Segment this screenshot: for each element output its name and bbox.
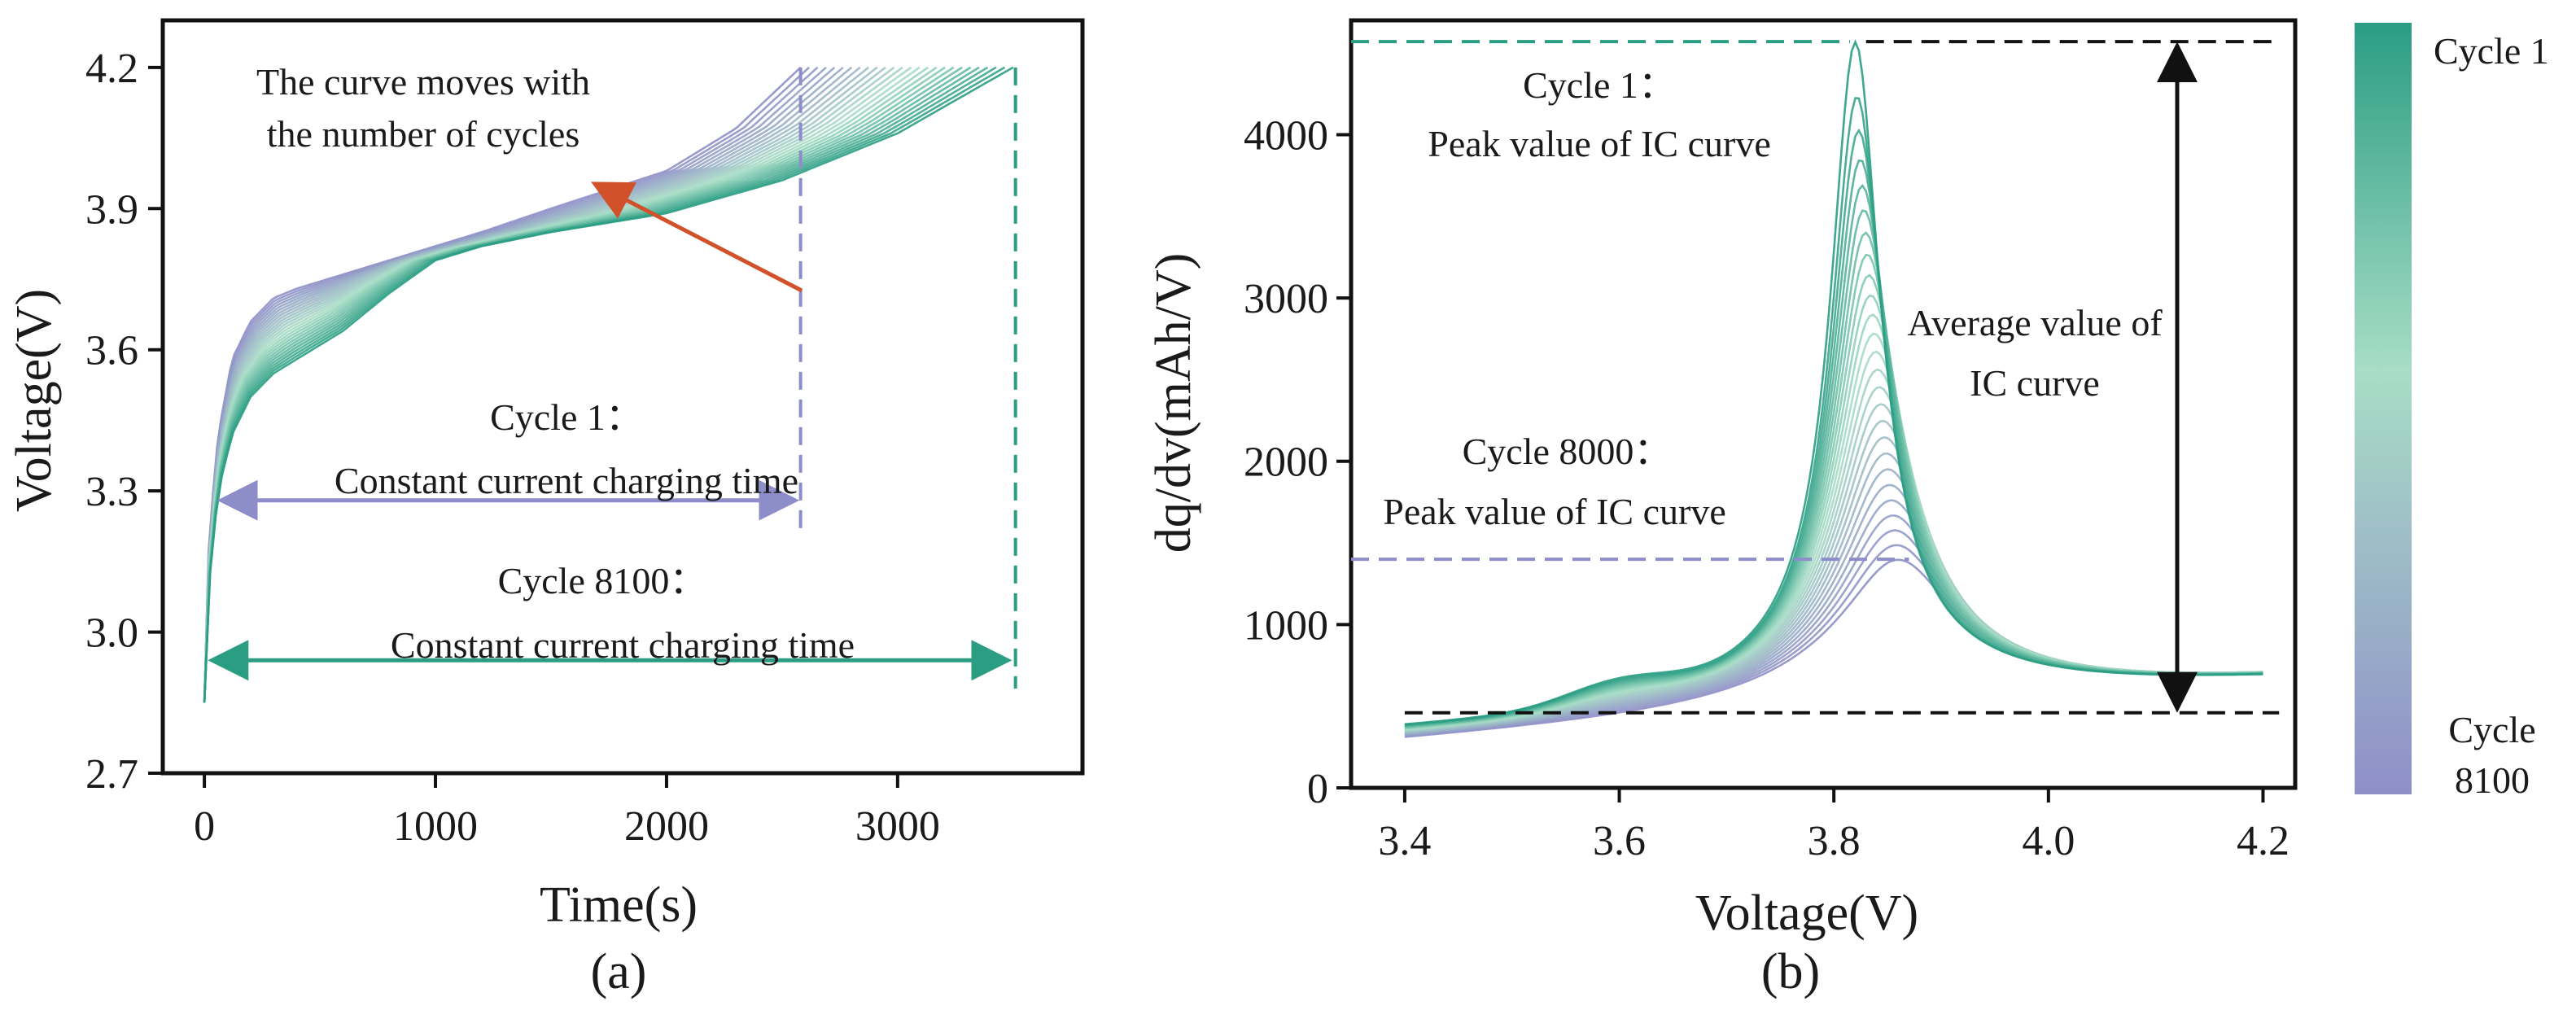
x-tick-label: 4.2 — [2237, 818, 2290, 864]
panel-a: 0 1000 2000 3000 2.7 3.0 3.3 3.6 3.9 4.2 The curv… — [7, 18, 1085, 999]
x-tick-label: 2000 — [624, 803, 709, 850]
y-tick-label: 4000 — [1244, 112, 1328, 159]
panel-b-annotations: Cycle 1： Peak value of IC curve Cycle 80… — [1351, 40, 2280, 715]
charging-curve — [203, 66, 810, 703]
colorbar-bottom-label-line-1: Cycle — [2448, 709, 2535, 750]
charging-curve — [203, 66, 819, 703]
y-tick-label: 4.2 — [85, 46, 138, 92]
y-tick-label: 3.3 — [85, 469, 138, 515]
panel-a-x-axis-title: Time(s) — [540, 877, 698, 933]
cycle-1-title: Cycle 1： — [490, 396, 643, 438]
trend-arrow — [591, 181, 803, 293]
panel-b-ticks: 3.4 3.6 3.8 4.0 4.2 0 1000 2000 3000 4000 — [1244, 112, 2290, 864]
charging-curves — [203, 66, 1014, 703]
x-tick-label: 4.0 — [2022, 818, 2075, 864]
panel-b-label: (b) — [1761, 944, 1820, 999]
y-tick-label: 0 — [1307, 766, 1328, 812]
charging-curve — [203, 66, 1014, 703]
panel-b: 3.4 3.6 3.8 4.0 4.2 0 1000 2000 3000 4000 Cycle 1… — [1146, 18, 2298, 999]
panel-a-annotations: The curve moves with the number of cycle… — [208, 61, 1017, 689]
charging-curve — [203, 66, 963, 703]
x-tick-label: 3.4 — [1378, 818, 1431, 864]
charging-curve — [203, 66, 827, 703]
peak1-title: Cycle 1： — [1523, 64, 1676, 106]
peak8000-text: Peak value of IC curve — [1383, 491, 1726, 532]
panel-a-ticks: 0 1000 2000 3000 2.7 3.0 3.3 3.6 3.9 4.2 — [85, 46, 940, 850]
y-tick-label: 3.9 — [85, 186, 138, 233]
charging-curve — [203, 66, 997, 703]
charging-curve — [203, 66, 853, 703]
y-tick-label: 2.7 — [85, 751, 138, 798]
charging-curve — [203, 66, 989, 703]
average-annotation-line-1: Average value of — [1907, 302, 2163, 343]
charging-curve — [203, 66, 1006, 703]
average-annotation-line-2: IC curve — [1970, 362, 2100, 404]
x-tick-label: 3.6 — [1593, 818, 1646, 864]
y-tick-label: 1000 — [1244, 602, 1328, 649]
cycle-1-text: Constant current charging time — [335, 460, 798, 501]
x-tick-label: 3000 — [855, 803, 940, 850]
x-tick-label: 0 — [194, 803, 215, 850]
x-tick-label: 3.8 — [1808, 818, 1861, 864]
charging-curve — [203, 66, 955, 703]
trend-annotation-line-1: The curve moves with — [256, 61, 590, 103]
peak8000-title: Cycle 8000： — [1463, 431, 1672, 472]
peak1-text: Peak value of IC curve — [1428, 123, 1771, 164]
ic-curve — [1404, 514, 2263, 737]
panel-b-frame — [1349, 18, 2298, 790]
panel-a-y-axis-title: Voltage(V) — [7, 289, 62, 512]
colorbar-bottom-label-line-2: 8100 — [2455, 759, 2530, 801]
charging-curve — [203, 66, 836, 703]
y-tick-label: 3000 — [1244, 276, 1328, 322]
y-tick-label: 3.0 — [85, 610, 138, 657]
panel-a-label: (a) — [591, 944, 647, 999]
colorbar: Cycle 1 Cycle 8100 — [2355, 23, 2549, 801]
x-tick-label: 1000 — [393, 803, 478, 850]
y-tick-label: 2000 — [1244, 440, 1328, 486]
charging-curve — [203, 66, 972, 703]
panel-a-frame — [160, 18, 1085, 776]
charging-curve — [203, 66, 886, 703]
panel-b-y-axis-title: dq/dv(mAh/V) — [1146, 253, 1201, 553]
colorbar-top-label: Cycle 1 — [2434, 30, 2549, 72]
charging-curve — [203, 66, 946, 703]
charging-curve — [203, 66, 844, 703]
ic-curve — [1404, 39, 2263, 726]
trend-annotation-line-2: the number of cycles — [267, 113, 579, 155]
y-tick-label: 3.6 — [85, 328, 138, 374]
colorbar-gradient — [2355, 23, 2412, 794]
cycle-8100-title: Cycle 8100： — [498, 560, 707, 601]
cycle-8100-text: Constant current charging time — [391, 624, 855, 666]
panel-b-x-axis-title: Voltage(V) — [1695, 886, 1918, 941]
charging-curve — [203, 66, 802, 703]
charging-curve — [203, 66, 980, 703]
